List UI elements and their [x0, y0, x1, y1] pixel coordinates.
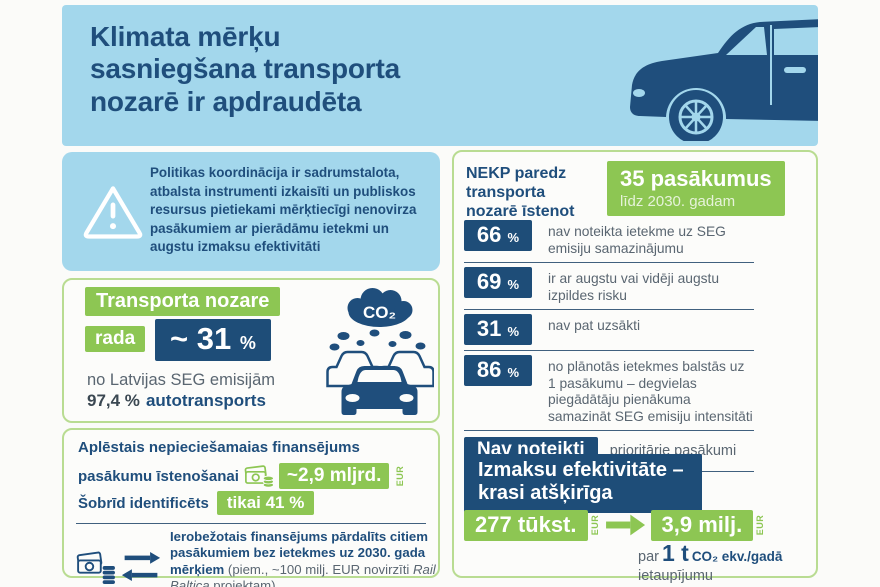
cost-note-line1: par 1 t CO₂ ekv./gadā	[638, 540, 783, 566]
header-banner: Klimata mērķu sasniegšana transporta noz…	[62, 5, 818, 146]
required-funding-value: ~2,9 mljrd.	[278, 463, 390, 489]
finance-amount-label: pasākumu īstenošanai	[78, 467, 239, 485]
stat-row-66: 66 % nav noteikta ietekme uz SEG emisiju…	[464, 216, 754, 264]
nekp-measures-chip: 35 pasākumus līdz 2030. gadam	[607, 161, 785, 216]
rada-label: rada	[85, 326, 146, 352]
transport-share-card: Transporta nozare rada ~ 31 % no Latvija…	[62, 278, 440, 423]
finance-identified-row: Šobrīd identificēts tikai 41 %	[78, 491, 315, 515]
page-title: Klimata mērķu sasniegšana transporta noz…	[90, 21, 400, 118]
stat-text: ir ar augstu vai vidēji augstu izpildes …	[548, 271, 720, 303]
title-line-2: sasniegšana transporta	[90, 53, 400, 85]
money-icon	[244, 464, 274, 488]
share-number: ~ 31	[170, 321, 232, 356]
co2-label: CO₂	[363, 303, 396, 322]
emissions-caption: no Latvijas SEG emisijām	[87, 371, 275, 389]
stat-row-31: 31 % nav pat uzsākti	[464, 310, 754, 352]
finance-card: Aplēstais nepieciešamaias finansējums pa…	[62, 428, 440, 587]
exchange-arrows-icon	[121, 552, 161, 582]
share-percent-sign: %	[239, 333, 256, 353]
measures-count: 35 pasākumus	[620, 166, 772, 191]
stat-row-86: 86 % no plānotās ietekmes balstās uz 1 p…	[464, 351, 754, 432]
traffic-co2-icon: CO₂	[326, 288, 434, 415]
nekp-stat-list: 66 % nav noteikta ietekme uz SEG emisiju…	[464, 216, 754, 473]
finance-amount-row: pasākumu īstenošanai ~2,9 mljrd. EUR	[78, 460, 406, 492]
money-transfer-icon	[76, 539, 162, 587]
transport-label: Transporta nozare	[85, 287, 281, 316]
autotransport-value: 97,4 %	[87, 391, 140, 410]
measures-deadline: līdz 2030. gadam	[620, 193, 736, 210]
stat-value: 66 %	[464, 220, 532, 251]
car-icon	[630, 19, 818, 141]
finance-note: Ierobežotais finansējums pārdalīts citie…	[76, 529, 438, 587]
autotransport-stat: 97,4 % autotransports	[87, 391, 266, 411]
cost-from-value: 277 tūkst.	[464, 509, 588, 541]
eur-label: EUR	[755, 514, 766, 536]
nekp-card: NEKP paredz transporta nozarē īstenot 35…	[452, 150, 818, 584]
warning-text: Politikas koordinācija ir sadrumstalota,…	[150, 165, 417, 254]
warning-box: Politikas koordinācija ir sadrumstalota,…	[62, 152, 440, 271]
banknote-coins-icon	[76, 551, 115, 584]
cost-comparison-row: 277 tūkst. EUR 3,9 milj. EUR	[464, 509, 766, 541]
nekp-header: NEKP paredz transporta nozarē īstenot 35…	[466, 161, 785, 222]
eur-label: EUR	[589, 514, 600, 536]
title-line-3: nozarē ir apdraudēta	[90, 85, 362, 117]
nekp-intro: NEKP paredz transporta nozarē īstenot	[466, 165, 575, 221]
warning-icon	[83, 186, 143, 239]
divider	[76, 523, 426, 524]
cost-to-value: 3,9 milj.	[650, 509, 754, 541]
cost-note-line2: ietaupījumu	[638, 567, 713, 584]
finance-heading: Aplēstais nepieciešamaias finansējums	[78, 439, 360, 456]
arrow-right-icon	[605, 514, 645, 536]
stat-value: 31 %	[464, 314, 532, 346]
emissions-share-value: ~ 31 %	[155, 319, 271, 361]
title-line-1: Klimata mērķu	[90, 21, 281, 52]
stat-row-69: 69 % ir ar augstu vai vidēji augstu izpi…	[464, 263, 754, 311]
cost-note: par 1 t CO₂ ekv./gadā ietaupījumu	[638, 540, 783, 584]
stat-value: 69 %	[464, 267, 532, 299]
stat-text: nav noteikta ietekme uz SEG emisiju sama…	[548, 224, 726, 256]
eur-label: EUR	[395, 465, 406, 487]
identified-label: Šobrīd identificēts	[78, 494, 209, 512]
finance-note-text: Ierobežotais finansējums pārdalīts citie…	[170, 529, 436, 587]
stat-text: no plānotās ietekmes balstās uz 1 pasāku…	[548, 359, 753, 424]
identified-value: tikai 41 %	[216, 491, 315, 515]
stat-text: nav pat uzsākti	[548, 318, 641, 334]
stat-value: 86 %	[464, 355, 532, 387]
cost-effectiveness-title: Izmaksu efektivitāte – krasi atšķirīga	[464, 454, 702, 513]
autotransport-label: autotransports	[145, 391, 266, 410]
